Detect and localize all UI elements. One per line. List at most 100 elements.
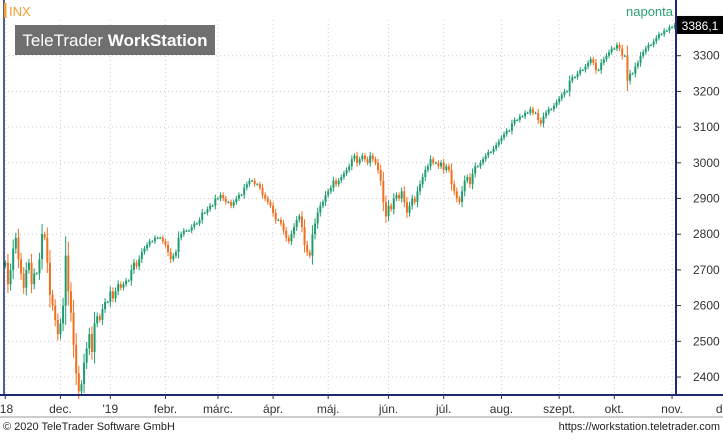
candle-body [125, 280, 128, 285]
candle-body [495, 144, 498, 149]
candle-body [256, 184, 259, 186]
candle-body [27, 262, 30, 270]
candle-body [455, 191, 458, 199]
candle-body [272, 205, 275, 213]
candle-body [211, 205, 214, 207]
candle-body [623, 55, 626, 57]
candle-body [558, 98, 561, 103]
candle-body [245, 184, 248, 188]
candle-body [489, 152, 492, 154]
candle-body [479, 162, 482, 167]
candle-body [203, 212, 206, 214]
y-tick-label: 3300 [693, 49, 720, 63]
candle-body [579, 69, 582, 74]
candle-body [594, 62, 597, 70]
candle-body [167, 244, 170, 253]
candle-body [434, 162, 437, 164]
candle-body [408, 205, 411, 213]
candle-body [379, 169, 382, 181]
candle-body [600, 62, 603, 70]
candle-body [516, 119, 519, 121]
candle-body [642, 52, 645, 56]
x-tick-label: ápr. [263, 402, 283, 416]
candle-body [424, 169, 427, 178]
candle-body [581, 69, 584, 71]
candle-body [130, 269, 133, 281]
candle-body [135, 262, 138, 267]
candle-body [615, 44, 618, 49]
candle-body [127, 280, 130, 282]
candle-body [85, 348, 88, 363]
last-price-label: 3386,1 [682, 19, 719, 33]
candle-body [353, 155, 356, 160]
candle-body [9, 269, 12, 285]
candle-body [30, 262, 33, 285]
candle-body [324, 194, 327, 203]
candle-body [41, 234, 44, 260]
candle-body [77, 373, 80, 392]
candle-body [482, 159, 485, 163]
candle-body [560, 94, 563, 99]
candle-body [321, 202, 324, 206]
candle-body [59, 323, 62, 335]
candle-layer [4, 22, 676, 399]
candle-body [608, 52, 611, 56]
candle-body [363, 155, 366, 160]
grid-layer [4, 20, 676, 395]
y-tick-label: 3100 [693, 120, 720, 134]
candle-body [185, 230, 188, 232]
candle-body [17, 237, 20, 260]
candle-body [587, 62, 590, 67]
candle-body [450, 169, 453, 185]
candle-body [350, 159, 353, 167]
candle-body [75, 344, 78, 374]
candle-body [618, 44, 621, 49]
candle-body [542, 116, 545, 124]
x-tick-label: '19 [102, 402, 118, 416]
candle-body [269, 202, 272, 206]
candle-body [650, 44, 653, 46]
candle-body [471, 173, 474, 185]
candle-body [589, 59, 592, 63]
footer-url[interactable]: https://workstation.teletrader.com [559, 421, 720, 433]
candle-body [484, 155, 487, 160]
axis-layer [0, 0, 723, 418]
candle-body [413, 198, 416, 203]
candle-body [93, 323, 96, 353]
candle-body [287, 237, 290, 242]
candle-body [631, 73, 634, 75]
y-tick-label: 2400 [693, 370, 720, 384]
candle-body [437, 162, 440, 167]
candle-body [647, 44, 650, 49]
candle-body [440, 162, 443, 167]
candle-body [453, 184, 456, 192]
candle-body [644, 48, 647, 53]
candle-body [98, 316, 101, 320]
candle-body [214, 198, 217, 206]
candle-body [232, 202, 235, 206]
candle-body [356, 155, 359, 163]
candle-body [235, 198, 238, 203]
candle-body [258, 184, 261, 188]
candle-body [392, 198, 395, 210]
x-tick-label: júl. [435, 402, 451, 416]
candle-body [626, 55, 629, 81]
candle-body [505, 130, 508, 135]
candle-body [295, 219, 298, 228]
candle-body [605, 55, 608, 60]
candle-body [298, 216, 301, 220]
x-tick-label: jún. [378, 402, 398, 416]
candle-body [421, 177, 424, 185]
candle-body [264, 194, 267, 199]
candle-body [629, 73, 632, 81]
candle-body [513, 119, 516, 124]
candle-body [358, 159, 361, 163]
candle-body [177, 237, 180, 253]
candle-body [384, 202, 387, 217]
x-tick-label: nov. [661, 402, 683, 416]
candle-body [371, 155, 374, 160]
candle-body [503, 134, 506, 138]
candle-body [138, 259, 141, 267]
candle-body [277, 219, 280, 221]
candle-body [190, 227, 193, 231]
